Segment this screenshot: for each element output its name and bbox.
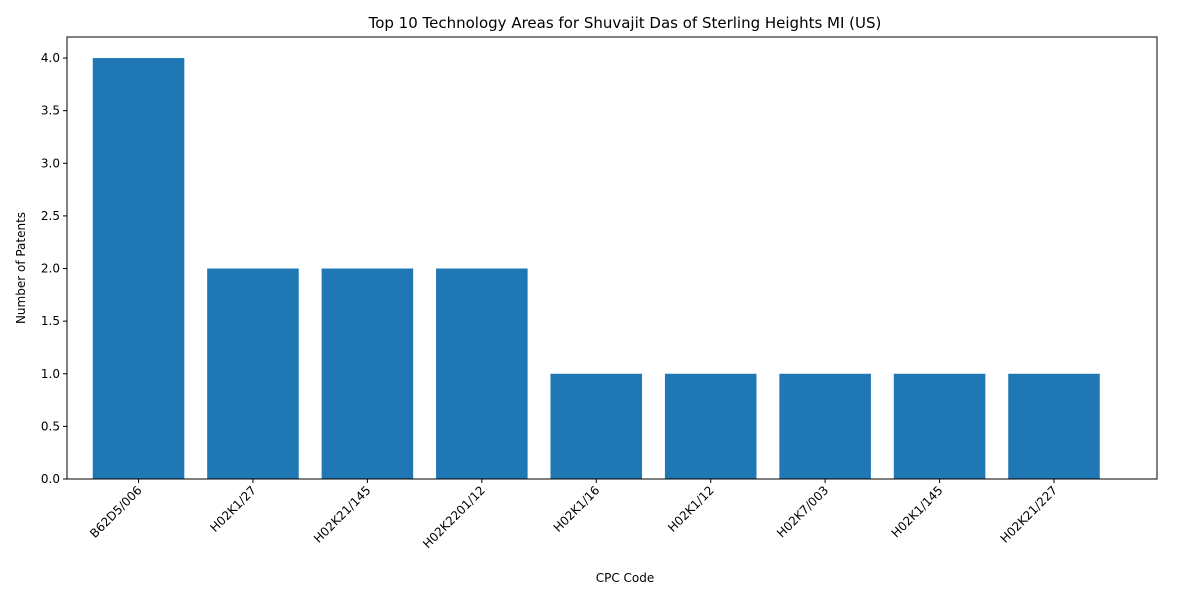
bar-h02k21-145 <box>322 269 414 479</box>
x-tick-label: H02K7/003 <box>774 483 831 540</box>
bar-h02k1-12 <box>665 374 757 479</box>
bars-group <box>93 58 1100 479</box>
x-tick-label: H02K1/16 <box>551 483 603 535</box>
x-axis: B62D5/006 H02K1/27 H02K21/145 H02K2201/12 H0… <box>87 479 1060 551</box>
y-tick-label: 0.5 <box>41 419 60 433</box>
bar-h02k2201-12 <box>436 269 528 479</box>
y-tick-label: 2.0 <box>41 262 60 276</box>
x-axis-label: CPC Code <box>596 571 655 585</box>
bar-h02k7-003 <box>779 374 871 479</box>
bar-h02k1-27 <box>207 269 299 479</box>
chart-title: Top 10 Technology Areas for Shuvajit Das… <box>368 14 882 32</box>
bar-h02k1-16 <box>550 374 642 479</box>
y-axis: 0.0 0.5 1.0 1.5 2.0 2.5 3.0 3.5 4.0 <box>41 51 67 486</box>
y-tick-label: 4.0 <box>41 51 60 65</box>
x-tick-label: H02K1/27 <box>207 483 259 535</box>
y-tick-label: 3.5 <box>41 104 60 118</box>
x-tick-label: H02K2201/12 <box>420 483 488 551</box>
y-tick-label: 1.0 <box>41 367 60 381</box>
bar-h02k1-145 <box>894 374 986 479</box>
x-tick-label: H02K1/12 <box>665 483 717 535</box>
bar-b62d5-006 <box>93 58 185 479</box>
x-tick-label: H02K21/145 <box>311 483 374 546</box>
x-tick-label: H02K21/227 <box>998 483 1061 546</box>
y-tick-label: 0.0 <box>41 472 60 486</box>
y-tick-label: 2.5 <box>41 209 60 223</box>
x-tick-label: H02K1/145 <box>889 483 946 540</box>
bar-h02k21-227 <box>1008 374 1100 479</box>
y-axis-label: Number of Patents <box>14 212 28 324</box>
x-tick-label: B62D5/006 <box>87 483 145 541</box>
y-tick-label: 3.0 <box>41 156 60 170</box>
y-tick-label: 1.5 <box>41 314 60 328</box>
